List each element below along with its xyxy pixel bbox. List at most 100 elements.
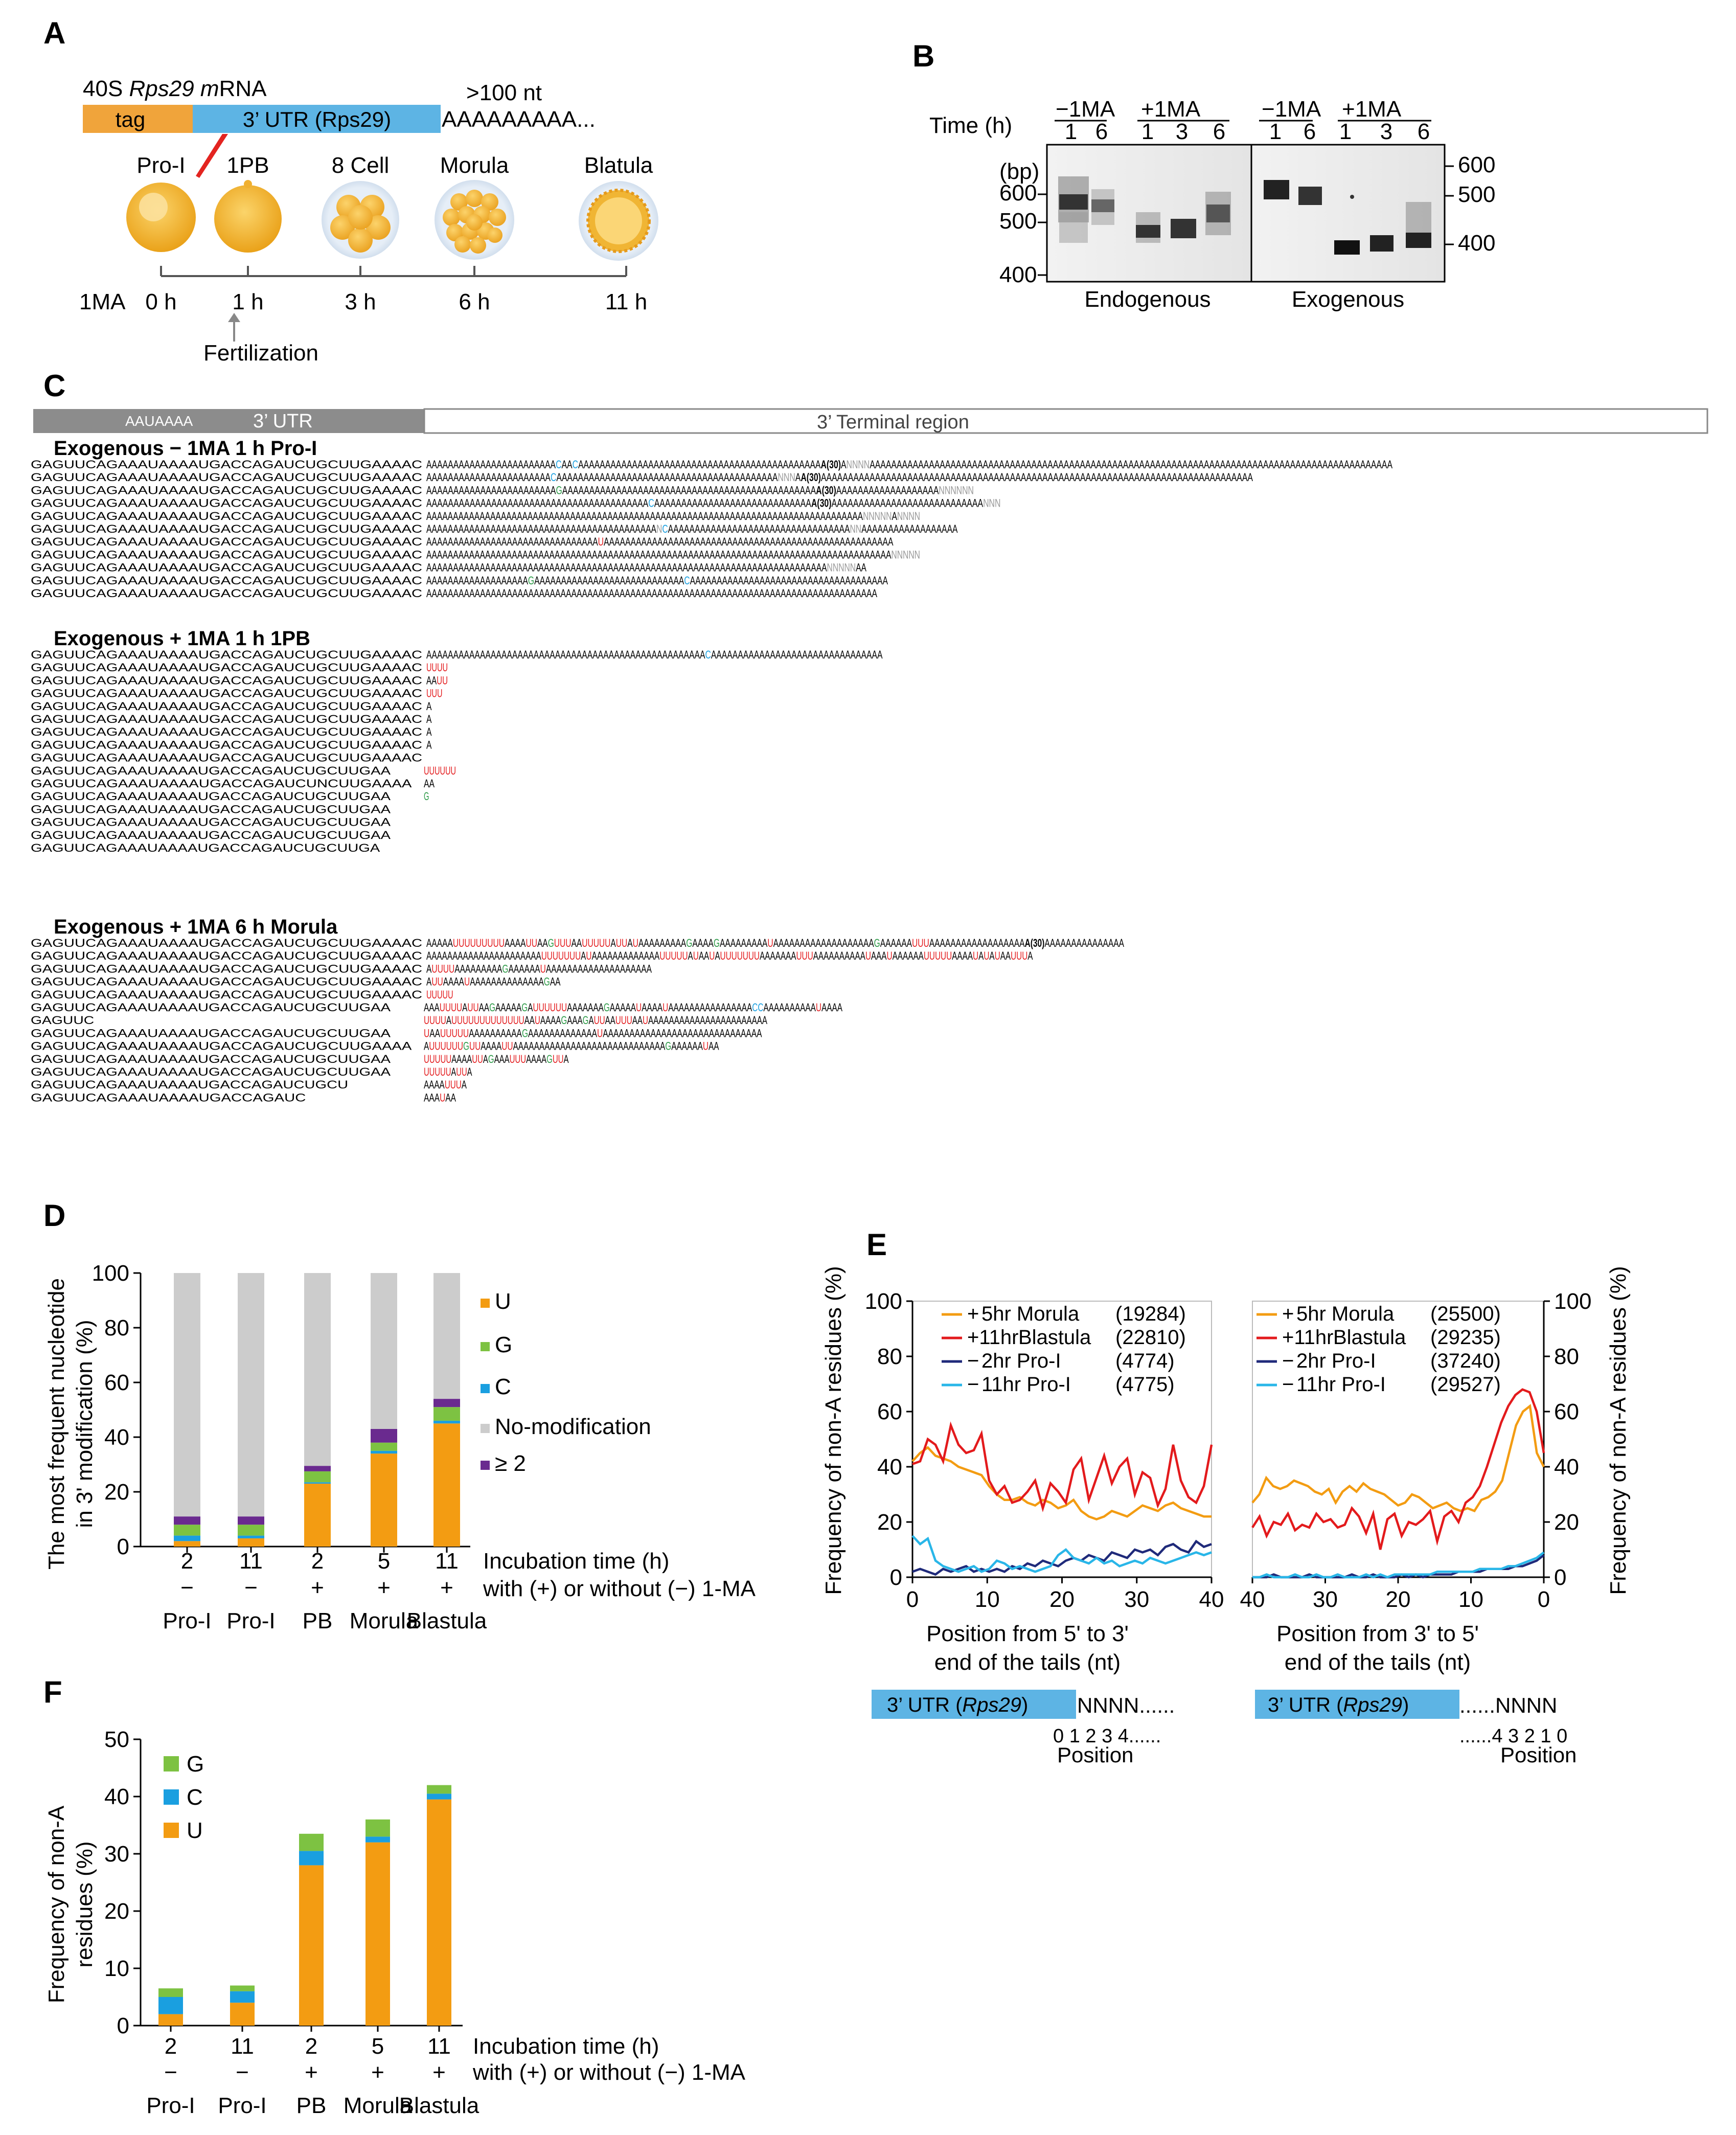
- stage-label: 8 Cell: [332, 153, 390, 178]
- y-tick-label: 20: [1554, 1510, 1579, 1535]
- bar-segment-g: [366, 1819, 390, 1837]
- y-tick-label: 20: [877, 1510, 902, 1535]
- legend-sign: +11hr: [1282, 1326, 1333, 1349]
- y-tick-label: 50: [104, 1727, 129, 1752]
- legend-name: Blastula: [1018, 1326, 1091, 1349]
- seq-prefix: GAGUUCAGAAAUAAAAUGACCAGAUCUGCUUGAAAAC: [31, 988, 422, 1001]
- seq-tail: G: [424, 790, 429, 803]
- seq-prefix: GAGUUCAGAAAUAAAAUGACCAGAUCUGCUUGA: [31, 842, 380, 854]
- pro-i-egg-icon: [126, 183, 196, 252]
- lane-label: 6: [1213, 119, 1225, 144]
- polya-tail: AAAAAAAAA...: [442, 107, 596, 132]
- bar-segment-g: [304, 1471, 331, 1483]
- x-sign-label: −: [164, 2060, 177, 2085]
- e-utr-label-right: 3’ UTR (Rps29): [1268, 1694, 1409, 1716]
- seq-prefix: GAGUUCAGAAAUAAAAUGACCAGAUCUGCUUGAA: [31, 803, 391, 815]
- seq-tail: AAAAAAAAAAAAAAAAAAAAAAAAAAAAAAAAAAAAAAAA…: [426, 497, 1001, 510]
- lane-label: 6: [1418, 119, 1430, 144]
- legend-swatch-u: [164, 1823, 179, 1838]
- bar-segment-u: [366, 1842, 390, 2026]
- bar-segment-nomodification: [433, 1273, 460, 1399]
- panel-b: B Time (h) −1MA +1MA −1MA +1MA 1 6 1 3 6…: [912, 39, 1495, 312]
- seq-prefix: GAGUUCAGAAAUAAAAUGACCAGAUCUGCUUGAAAAC: [31, 510, 422, 523]
- x-tick-label: 10: [975, 1587, 1000, 1612]
- seq-tail: UUUU: [426, 661, 448, 674]
- legend-sign: −: [1282, 1373, 1294, 1396]
- x-tick-label: 40: [1240, 1587, 1265, 1612]
- lane-label: 1: [1141, 119, 1154, 144]
- x-category-label: 2: [165, 2034, 177, 2059]
- y-tick-label: 10: [104, 1956, 129, 1981]
- seq-prefix: GAGUUCAGAAAUAAAAUGACCAGAUCUGCUUGAAAAC: [31, 661, 422, 674]
- gel-caption: Endogenous: [1084, 287, 1210, 312]
- seq-prefix: GAGUUCAGAAAUAAAAUGACCAGAUCUGCUUGAAAA: [31, 1040, 412, 1053]
- e-ylabel-right: Frequency of non-A residues (%): [1606, 1266, 1631, 1595]
- y-tick-label: 60: [1554, 1399, 1579, 1424]
- utr-header-bar: [33, 409, 424, 433]
- bar-segment-nomodification: [371, 1273, 397, 1429]
- seq-tail: AAAAAAAAAAAAAAAAAAAAAAAAAAAAAAAAAAAAAAAA…: [426, 587, 877, 600]
- legend-sign: +: [967, 1303, 979, 1325]
- seq-tail: AUUUUUUGUUAAAAUUAAAAAAAAAAAAAAAAAAAAAAAA…: [424, 1040, 719, 1053]
- bar-segment-u: [304, 1483, 331, 1547]
- seq-prefix: GAGUUCAGAAAUAAAAUGACCAGAUCUGCUUGAA: [31, 816, 391, 829]
- legend-label: G: [187, 1752, 204, 1777]
- legend-name: 2hr Pro-I: [1296, 1350, 1376, 1372]
- bar-segment-2: [371, 1428, 397, 1443]
- x-tick-label: 10: [1458, 1587, 1483, 1612]
- d-legend: U G C No-modification ≥ 2: [481, 1289, 651, 1476]
- seq-prefix: GAGUUCAGAAAUAAAAUGACCAGAUCUGCUUGAAAAC: [31, 725, 422, 738]
- legend-swatch-nomod: [481, 1424, 490, 1433]
- seq-prefix: GAGUUCAGAAAUAAAAUGACCAGAUCUGCUUGAAAAC: [31, 752, 422, 764]
- x-stage-label: Pro-I: [218, 2093, 266, 2118]
- legend-label: C: [495, 1374, 511, 1399]
- bp-tick: 500: [999, 209, 1037, 234]
- e-left-positions: 0 1 2 3 4......: [1053, 1725, 1161, 1747]
- e-left-chart: 0 20 40 60 80 100 0 10 20 30 40 + 5hr Morula (19284) +…: [865, 1289, 1224, 1612]
- d-incubation-label: Incubation time (h): [483, 1549, 669, 1574]
- signal-label: AAUAAAA: [125, 413, 193, 429]
- f-axis: 0 10 20 30 40 50: [104, 1727, 463, 2038]
- block-title: Exogenous + 1MA 1 h 1PB: [54, 627, 310, 650]
- stage-label: Blatula: [584, 153, 653, 178]
- bp-tick: 600: [999, 180, 1037, 206]
- e-left-xlabel-1: Position from 5' to 3': [926, 1621, 1129, 1646]
- seq-prefix: GAGUUCAGAAAUAAAAUGACCAGAUCUGCUUGAA: [31, 790, 391, 803]
- x-tick-label: 20: [1386, 1587, 1411, 1612]
- legend-swatch-g: [481, 1342, 490, 1351]
- seq-tail: A: [426, 700, 432, 713]
- e-right-xlabel-1: Position from 3' to 5': [1276, 1621, 1479, 1646]
- seq-prefix: GAGUUCAGAAAUAAAAUGACCAGAUCUGCUUGAAAAC: [31, 975, 422, 988]
- y-tick-label: 40: [104, 1425, 129, 1450]
- x-category-label: 11: [435, 1549, 459, 1574]
- panel-f: F Frequency of non-A residues (%) 0 10 20 3…: [43, 1675, 746, 2118]
- bar-segment-c: [238, 1535, 264, 1538]
- y-tick-label: 100: [92, 1261, 129, 1286]
- d-with-label: with (+) or without (−) 1-MA: [483, 1576, 756, 1601]
- seq-prefix: GAGUUCAGAAAUAAAAUGACCAGAUCUGCUUGAA: [31, 1065, 391, 1078]
- series-line-2: [912, 1539, 1212, 1576]
- injection-needle: [196, 134, 228, 178]
- gel-bands-exogenous: [1264, 180, 1431, 255]
- legend-swatch-c: [481, 1384, 490, 1393]
- y-tick-label: 60: [104, 1370, 129, 1395]
- legend-name: Blastula: [1333, 1326, 1406, 1349]
- terminal-header: 3’ Terminal region: [817, 412, 969, 433]
- panel-f-label: F: [43, 1675, 62, 1709]
- x-sign-label: +: [311, 1575, 324, 1600]
- x-sign-label: −: [244, 1575, 258, 1600]
- seq-prefix: GAGUUCAGAAAUAAAAUGACCAGAUCUGCUUGAAAAC: [31, 458, 422, 471]
- legend-sign: −: [1282, 1350, 1294, 1372]
- x-tick-label: 0: [1538, 1587, 1550, 1612]
- x-tick-label: 40: [1199, 1587, 1224, 1612]
- e-right-xlabel-2: end of the tails (nt): [1285, 1650, 1471, 1675]
- seq-prefix: GAGUUCAGAAAUAAAAUGACCAGAUCUGCUUGAAAAC: [31, 484, 422, 496]
- bar-segment-c: [299, 1851, 324, 1866]
- x-sign-label: +: [305, 2060, 318, 2085]
- bar-segment-u: [371, 1453, 397, 1547]
- morula-icon: [435, 180, 514, 260]
- bar-segment-u: [158, 2014, 183, 2026]
- group-label: +1MA: [1342, 97, 1402, 122]
